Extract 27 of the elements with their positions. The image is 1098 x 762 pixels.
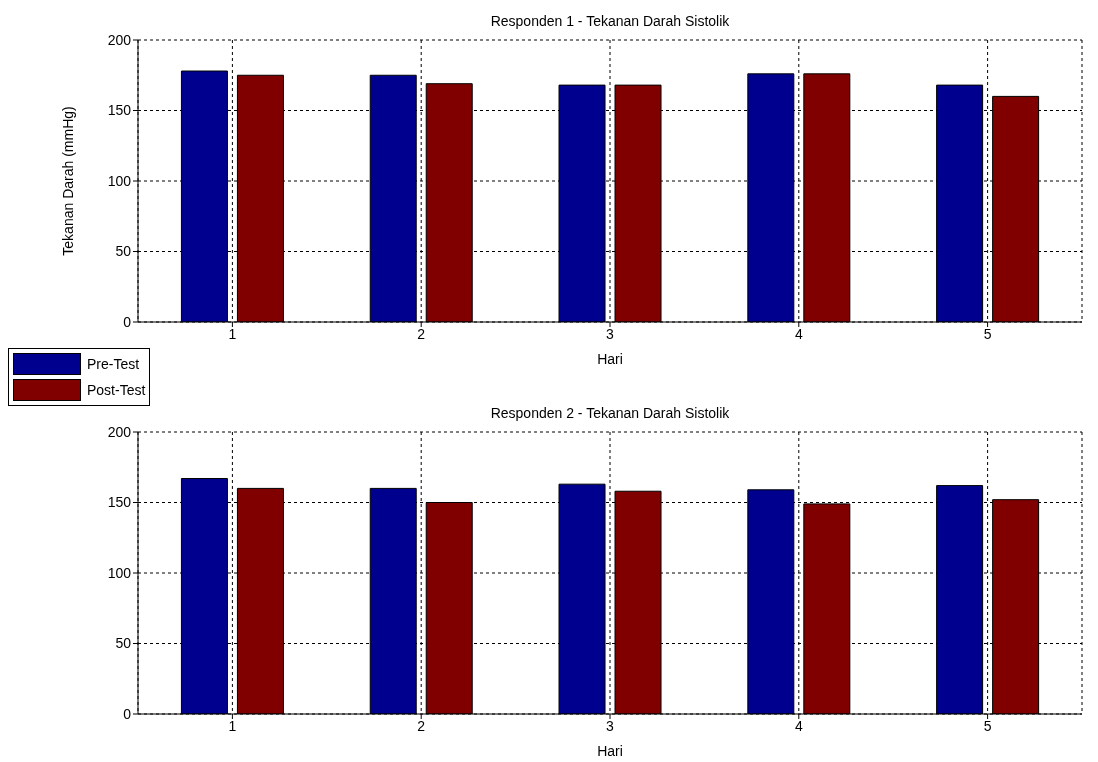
y-tick-label: 0 bbox=[123, 705, 132, 722]
x-tick-label: 3 bbox=[606, 325, 615, 342]
x-tick-label: 1 bbox=[228, 325, 237, 342]
y-tick-label: 50 bbox=[115, 635, 132, 652]
y-tick-label: 150 bbox=[107, 102, 132, 119]
x-tick-label: 5 bbox=[983, 717, 992, 734]
x-tick-label: 5 bbox=[983, 325, 992, 342]
y-tick-label: 100 bbox=[107, 564, 132, 581]
legend-label: Pre-Test bbox=[87, 356, 140, 372]
legend-label: Post-Test bbox=[87, 382, 146, 398]
y-tick-label: 50 bbox=[115, 243, 132, 260]
y-tick-label: 200 bbox=[107, 423, 132, 440]
y-axis-title: Tekanan Darah (mmHg) bbox=[59, 106, 76, 256]
y-tick-label: 150 bbox=[107, 494, 132, 511]
chart-title: Responden 2 - Tekanan Darah Sistolik bbox=[489, 404, 731, 423]
y-tick-label: 100 bbox=[107, 172, 132, 189]
x-tick-label: 1 bbox=[228, 717, 237, 734]
y-tick-label: 200 bbox=[107, 31, 132, 48]
x-tick-label: 4 bbox=[794, 717, 803, 734]
y-tick-label: 0 bbox=[123, 313, 132, 330]
x-axis-title: Hari bbox=[597, 743, 623, 759]
x-axis-title: Hari bbox=[597, 351, 623, 367]
x-tick-label: 4 bbox=[794, 325, 803, 342]
x-tick-label: 2 bbox=[417, 717, 426, 734]
x-tick-label: 2 bbox=[417, 325, 426, 342]
x-tick-label: 3 bbox=[606, 717, 615, 734]
chart-title: Responden 1 - Tekanan Darah Sistolik bbox=[489, 12, 731, 31]
